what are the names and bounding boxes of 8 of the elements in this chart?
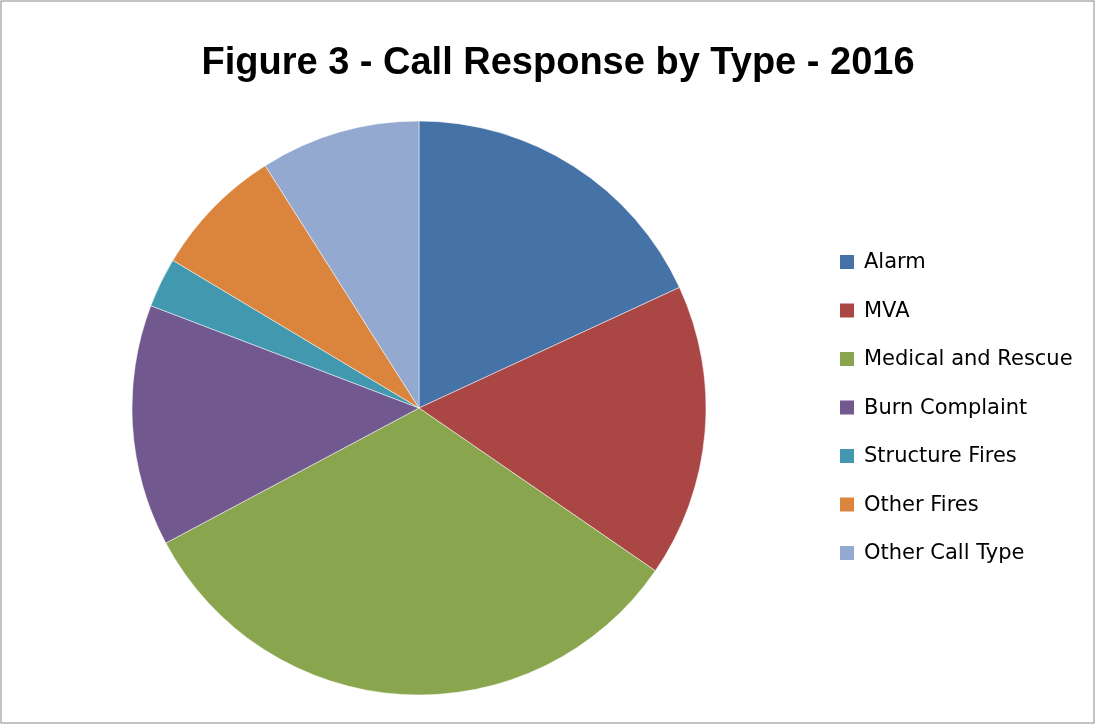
legend-label: MVA [864,297,911,322]
legend-label: Medical and Rescue [864,346,1073,370]
chart-title: Figure 3 - Call Response by Type - 2016 [201,40,915,82]
legend-label: Burn Complaint [864,394,1028,419]
legend-label: Structure Fires [864,443,1017,467]
legend-label: Alarm [864,249,926,273]
legend-label: Other Call Type [864,540,1025,564]
legend-label: Other Fires [864,491,979,516]
